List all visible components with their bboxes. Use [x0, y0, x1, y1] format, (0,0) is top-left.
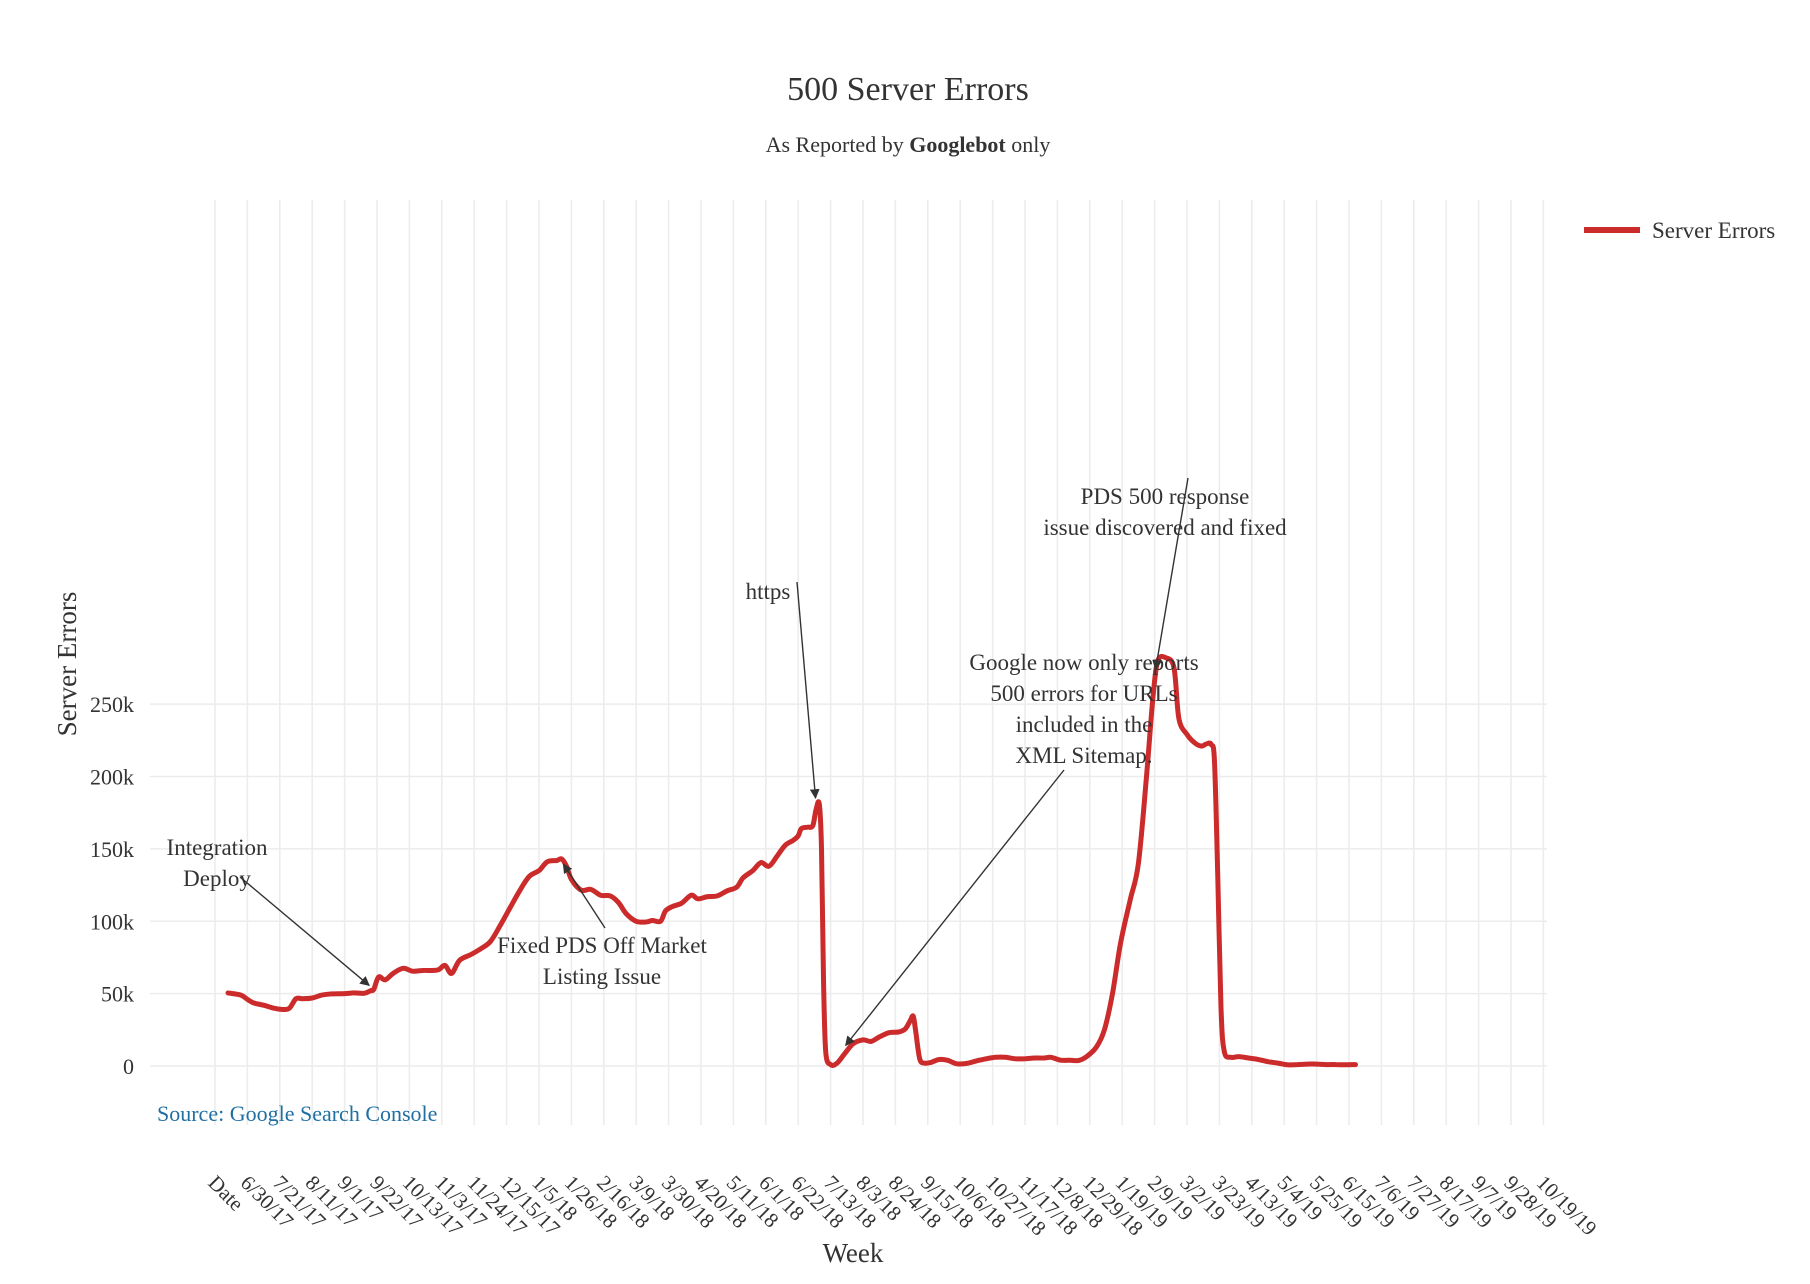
legend-label: Server Errors: [1652, 218, 1775, 243]
annotation-text: https: [746, 579, 791, 604]
chart-subtitle-bold: Googlebot: [909, 132, 1006, 157]
series-line-server-errors: [225, 653, 1358, 1068]
x-axis-title: Week: [823, 1238, 884, 1268]
annotation-arrow: [796, 581, 820, 800]
y-tick-label: 50k: [101, 982, 134, 1007]
annotation: Integration Deploy: [167, 835, 370, 987]
y-tick-label: 0: [123, 1054, 134, 1079]
source-note: Source: Google Search Console: [157, 1101, 437, 1126]
annotations: Integration Deploy Fixed PDS Off Market Lis…: [167, 477, 1287, 1047]
annotation: PDS 500 response issue discovered and fix…: [1043, 477, 1287, 671]
annotation-arrow: [239, 876, 370, 987]
annotation-text: Fixed PDS Off Market: [497, 933, 707, 958]
y-axis-ticks: 0 50k 100k 150k 200k 250k: [90, 692, 134, 1079]
annotation-text: Integration: [167, 835, 268, 860]
y-tick-label: 250k: [90, 692, 134, 717]
chart-title: 500 Server Errors: [787, 71, 1029, 108]
annotation-text: Google now only reports: [969, 650, 1198, 675]
annotation-text: PDS 500 response: [1081, 484, 1250, 509]
annotation: https: [746, 579, 820, 800]
annotation-arrow: [562, 863, 606, 929]
annotation-arrow: [1152, 477, 1189, 671]
y-tick-label: 100k: [90, 909, 134, 934]
chart-subtitle: As Reported by Googlebot only: [766, 132, 1051, 157]
annotation-text: 500 errors for URLs: [990, 681, 1177, 706]
annotation: Google now only reports 500 errors for UR…: [845, 650, 1199, 1047]
chart-subtitle-part: As Reported by: [766, 132, 910, 157]
annotation-text: Listing Issue: [543, 964, 661, 989]
y-tick-label: 200k: [90, 765, 134, 790]
annotation-arrow: [845, 769, 1065, 1047]
annotation: Fixed PDS Off Market Listing Issue: [497, 863, 707, 989]
annotation-text: included in the: [1016, 712, 1153, 737]
annotation-text: Deploy: [183, 866, 251, 891]
series-layer: [225, 653, 1358, 1068]
grid: [150, 200, 1547, 1125]
y-axis-title: Server Errors: [52, 592, 82, 737]
annotation-text: XML Sitemap.: [1015, 743, 1152, 768]
legend[interactable]: Server Errors: [1584, 218, 1775, 243]
annotation-text: issue discovered and fixed: [1043, 515, 1287, 540]
x-axis-ticks: Date6/30/177/21/178/11/179/1/179/22/1710…: [203, 1171, 1601, 1241]
y-tick-label: 150k: [90, 837, 134, 862]
chart-subtitle-part: only: [1006, 132, 1051, 157]
